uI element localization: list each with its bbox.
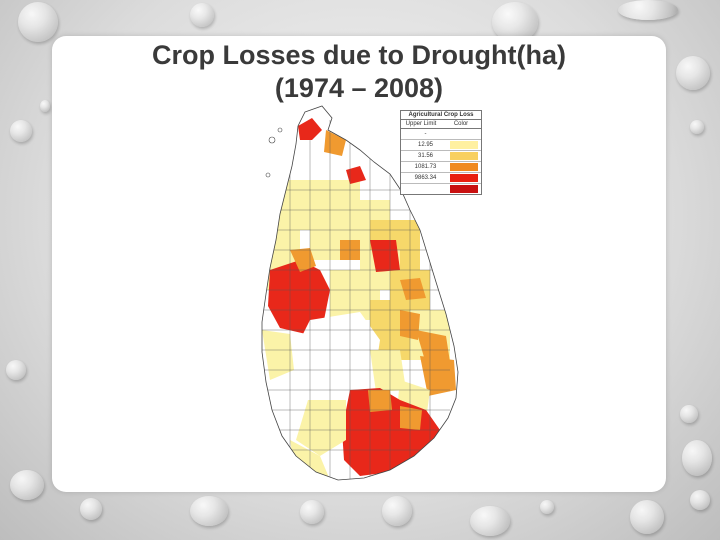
region-orange <box>324 130 346 156</box>
legend-limit: 12.95 <box>417 142 433 148</box>
water-drop <box>10 120 32 142</box>
region-pale <box>370 350 406 392</box>
water-drop <box>18 2 58 42</box>
islet <box>265 172 271 178</box>
legend-swatch <box>450 174 478 182</box>
water-drop <box>6 360 26 380</box>
sri-lanka-crop-loss-map <box>261 105 459 481</box>
water-drop <box>382 496 412 526</box>
islet <box>268 136 276 144</box>
region-orange <box>368 390 392 412</box>
region-red <box>346 166 366 184</box>
island-outline <box>261 105 459 481</box>
district-boundaries <box>262 120 450 480</box>
water-drop <box>80 498 102 520</box>
legend-row: - <box>401 129 481 140</box>
islet <box>277 127 283 133</box>
water-drop <box>470 506 510 536</box>
water-drop <box>630 500 664 534</box>
water-drop <box>682 440 712 476</box>
legend-limit: 1081.73 <box>414 164 437 170</box>
region-orange <box>420 356 456 396</box>
legend-row: 9863.34 <box>401 173 481 184</box>
water-drop <box>300 500 324 524</box>
legend-swatch <box>450 152 478 160</box>
legend-title: Agricultural Crop Loss <box>401 111 481 120</box>
slide-subtitle-years: (1974 – 2008) <box>274 73 444 103</box>
legend-row: 12.95 <box>401 140 481 151</box>
water-drop <box>618 0 678 20</box>
legend-col-limit: Upper Limit <box>405 121 437 127</box>
water-drop <box>540 500 554 514</box>
region-white <box>290 160 310 180</box>
region-white <box>264 380 302 422</box>
region-orange <box>290 248 316 272</box>
region-pale <box>262 330 294 380</box>
region-pale <box>296 400 346 456</box>
region-orange <box>400 406 422 430</box>
region-red <box>370 240 400 272</box>
water-drop <box>190 3 214 27</box>
legend-column-headers: Upper Limit Color <box>401 120 481 129</box>
region-red <box>268 260 330 334</box>
water-drop <box>10 470 44 500</box>
legend-swatch <box>450 141 478 149</box>
legend-row <box>401 184 481 194</box>
water-drop <box>190 496 228 526</box>
slide-title: Crop Losses due to Drought(ha) <box>152 40 566 70</box>
region-orange <box>400 278 426 300</box>
region-orange <box>416 330 450 364</box>
region-red <box>298 118 322 140</box>
legend-col-color: Color <box>453 121 469 127</box>
water-drop <box>690 490 710 510</box>
map-legend: Agricultural Crop Loss Upper Limit Color… <box>400 110 482 195</box>
legend-dash: - <box>424 131 427 137</box>
legend-row: 1081.73 <box>401 162 481 173</box>
region-white <box>290 312 380 400</box>
water-drop <box>492 2 538 42</box>
legend-swatch <box>450 163 478 171</box>
legend-limit: 9863.34 <box>414 175 437 181</box>
legend-swatch <box>450 130 478 138</box>
legend-row: 31.56 <box>401 151 481 162</box>
water-drop <box>40 100 50 112</box>
water-drop <box>676 56 710 90</box>
water-drop <box>690 120 704 134</box>
legend-swatch <box>450 185 478 193</box>
legend-limit: 31.56 <box>417 153 433 159</box>
water-drop <box>680 405 698 423</box>
